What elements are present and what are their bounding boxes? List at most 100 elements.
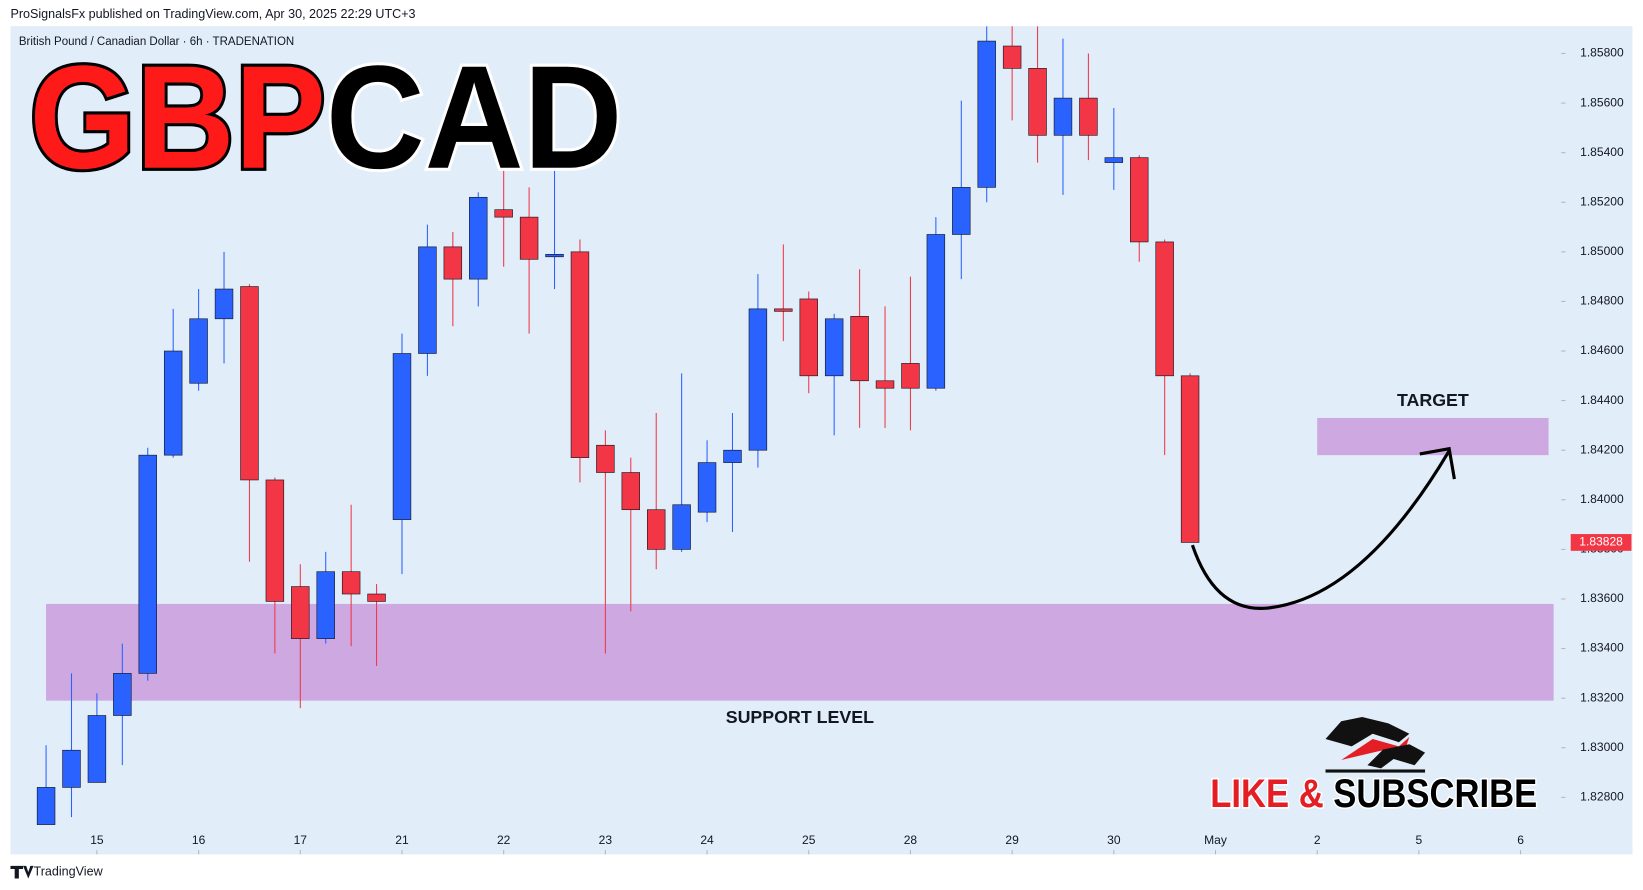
y-tick-label: 1.85800 [1580,46,1624,60]
candle-body [697,462,717,513]
candle-body [926,234,946,389]
x-tick-label: 2 [1314,833,1321,847]
candle-body [723,449,742,463]
x-tick-label: May [1204,833,1227,847]
last-price-label: 1.83828 [1579,535,1623,549]
footer: TradingView [34,865,104,879]
candle-body [774,308,793,312]
candle-body [850,315,869,382]
candle-body [240,286,259,481]
x-tick-label: 28 [904,833,918,847]
y-tick-label: 1.83400 [1580,641,1624,655]
candle-body [392,353,412,520]
cta-part: LIKE & [1210,772,1323,816]
candle-body [113,673,132,716]
candle-body [1079,97,1098,136]
x-tick-label: 15 [90,833,104,847]
tv-logo [10,865,34,879]
candle-body [214,288,234,320]
y-tick-label: 1.83200 [1580,690,1624,704]
x-tick-label: 24 [700,833,714,847]
y-tick-label: 1.85600 [1580,95,1624,109]
candle-body [647,509,666,550]
y-tick-label: 1.84400 [1580,393,1624,407]
logo-arrow [1341,736,1410,761]
x-tick-label: 30 [1107,833,1121,847]
candle-body [672,504,691,550]
y-tick-label: 1.82800 [1580,790,1624,804]
zone-label: SUPPORT LEVEL [726,707,874,727]
candle-body [1002,45,1022,69]
last-price-box [1570,534,1632,551]
cta-part: SUBSCRIBE [1333,772,1537,816]
x-tick-label: 17 [294,833,308,847]
logo-bear [1367,744,1426,769]
candle-body [138,454,157,674]
candle-body [36,787,56,825]
candle-body [189,318,208,384]
candle-body [265,479,285,602]
candle-body [87,715,107,783]
projection-arrowhead [1419,446,1456,480]
y-tick-label: 1.83000 [1580,740,1624,754]
x-tick-label: 6 [1517,833,1524,847]
candle-body [545,254,564,258]
y-tick-label: 1.83600 [1580,591,1624,605]
candle-body [443,246,463,280]
zone-label: TARGET [1397,390,1469,410]
logo-base [1325,769,1426,773]
candle-body [1053,97,1073,136]
y-tick-label: 1.84000 [1580,492,1624,506]
candle-body [519,216,539,260]
candles [36,26,1200,825]
candle-body [1130,157,1149,243]
candle-body [1180,375,1200,543]
x-tick-label: 25 [802,833,816,847]
candle-body [570,251,590,458]
candle-body [494,209,513,218]
candle-body [1104,157,1124,163]
zones: SUPPORT LEVEL TARGET [46,390,1554,727]
logo [1325,717,1426,773]
candle-body [596,444,615,473]
call-to-action: LIKE & SUBSCRIBE [1210,772,1537,816]
symbol-subtitle: British Pound / Canadian Dollar · 6h · T… [19,36,294,48]
candle-body [901,363,920,389]
logo-bull [1325,717,1410,747]
candle-body [341,571,361,595]
candle-body [62,749,81,788]
y-tick-label: 1.84800 [1580,294,1624,308]
candle-body [469,196,488,280]
x-tick-label: 5 [1416,833,1423,847]
y-tick-label: 1.85000 [1580,244,1624,258]
candle-body [952,187,971,235]
x-tick-label: 23 [599,833,613,847]
candle-body [1028,68,1047,136]
zone [1317,417,1549,456]
candle-body [824,318,844,377]
x-tick-label: 16 [192,833,206,847]
y-tick-label: 1.85400 [1580,145,1624,159]
title-part: CAD [326,36,622,200]
x-tick-label: 22 [497,833,511,847]
candle-body [748,308,768,451]
y-tick-label: 1.84600 [1580,343,1624,357]
candle-body [367,593,386,602]
candle-body [621,472,641,511]
candle-body [163,350,183,456]
big-title: GBPCAD [29,36,622,200]
candle-body [977,40,996,188]
candle-body [316,571,335,639]
candle-body [291,586,310,639]
candle-body [418,246,437,354]
candle-body [875,380,895,389]
x-tick-label: 21 [395,833,409,847]
title-part: GBP [29,36,326,200]
candle-body [799,298,818,377]
candle-body [1155,241,1174,377]
zone [46,603,1554,701]
x-tick-label: 29 [1005,833,1019,847]
y-tick-label: 1.85200 [1580,194,1624,208]
